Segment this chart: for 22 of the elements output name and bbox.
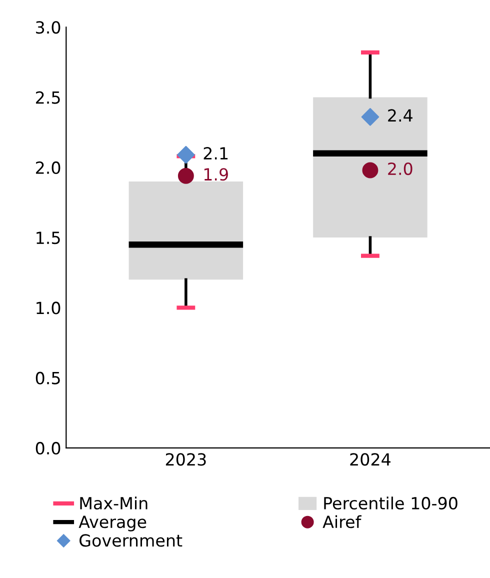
data-label: 2.4 bbox=[388, 109, 412, 122]
data-label: 2.1 bbox=[204, 147, 228, 160]
point bbox=[361, 108, 380, 126]
legend-label: Government bbox=[80, 534, 182, 547]
y-tick-label: 0.0 bbox=[36, 442, 60, 455]
x-tick-label: 2023 bbox=[166, 453, 206, 466]
point bbox=[177, 146, 195, 164]
text: Average bbox=[78, 516, 146, 532]
legend-label: Percentile 10-90 bbox=[324, 496, 458, 510]
text: Max-Min bbox=[80, 496, 148, 510]
data-label: 1.9 bbox=[204, 168, 228, 181]
y-tick-label: 1.5 bbox=[36, 232, 60, 244]
x-tick-label: 2024 bbox=[350, 453, 390, 466]
data-label: 2.0 bbox=[388, 162, 412, 176]
point bbox=[362, 162, 378, 178]
legend-label: Airef bbox=[322, 515, 362, 528]
y-tick-label: 3.0 bbox=[36, 21, 60, 34]
y-tick-label: 2.5 bbox=[36, 91, 60, 104]
point bbox=[178, 168, 194, 184]
y-tick-label: 0.5 bbox=[36, 372, 60, 384]
y-tick-label: 1.0 bbox=[36, 302, 60, 314]
y-tick-label: 2.0 bbox=[36, 161, 60, 174]
